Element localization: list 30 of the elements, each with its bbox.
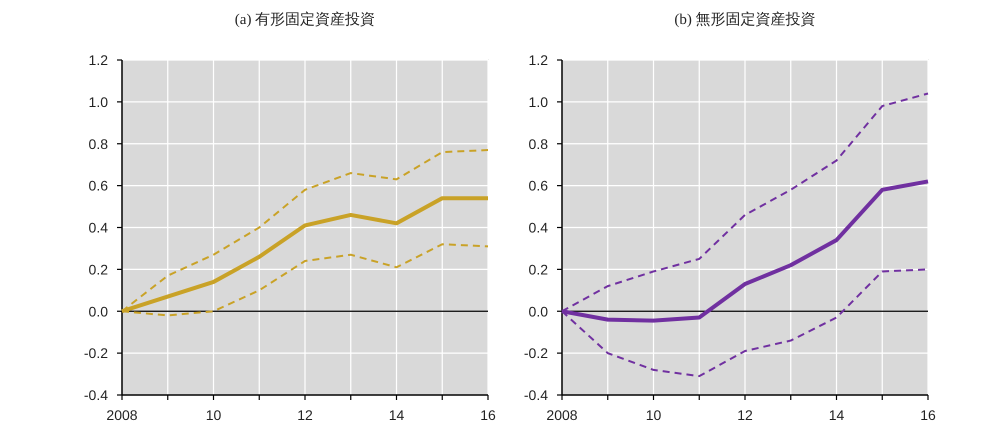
y-tick-label: 1.2: [528, 52, 548, 68]
y-tick-label: 0.4: [528, 220, 548, 236]
x-tick-label: 10: [206, 407, 222, 423]
y-tick-label: 1.0: [88, 94, 108, 110]
y-tick-label: -0.2: [524, 345, 548, 362]
y-tick-label: 1.0: [528, 94, 548, 110]
y-tick-label: 0.0: [528, 303, 548, 320]
y-tick-label: 0.0: [88, 303, 108, 320]
x-tick-label: 16: [920, 407, 936, 423]
y-tick-label: -0.4: [84, 387, 108, 403]
x-tick-label: 14: [388, 407, 404, 423]
x-tick-label: 2008: [546, 407, 578, 423]
x-tick-label: 2008: [106, 407, 138, 423]
y-tick-label: -0.4: [524, 387, 548, 403]
x-tick-label: 14: [828, 407, 844, 423]
chart-title: (a) 有形固定資産投資: [234, 11, 376, 28]
y-tick-label: 0.8: [528, 136, 548, 152]
y-tick-label: 1.2: [88, 52, 108, 68]
y-tick-label: -0.2: [84, 345, 108, 362]
x-tick-label: 16: [480, 407, 496, 423]
y-tick-label: 0.6: [88, 178, 108, 194]
y-tick-label: 0.6: [528, 178, 548, 194]
y-tick-label: 0.2: [528, 261, 548, 278]
chart-title: (b) 無形固定資産投資: [674, 11, 816, 28]
x-tick-label: 10: [646, 407, 662, 423]
x-tick-label: 12: [297, 407, 313, 423]
y-tick-label: 0.4: [88, 220, 108, 236]
y-tick-label: 0.2: [88, 261, 108, 278]
y-tick-label: 0.8: [88, 136, 108, 152]
x-tick-label: 12: [737, 407, 753, 423]
